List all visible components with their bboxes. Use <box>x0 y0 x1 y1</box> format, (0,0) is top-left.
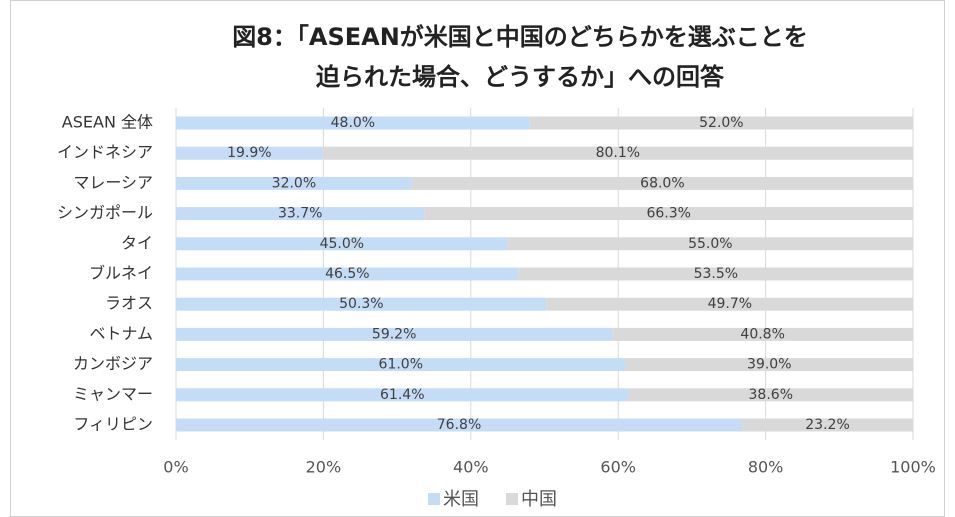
y-tick-label: マレーシア <box>73 173 153 192</box>
value-label: 52.0% <box>699 115 743 131</box>
value-label: 61.4% <box>380 387 424 403</box>
value-label: 61.0% <box>379 357 423 373</box>
x-tick-label: 80% <box>748 458 784 477</box>
bar-segment <box>518 267 913 281</box>
x-tick-label: 20% <box>306 458 342 477</box>
value-label: 39.0% <box>747 357 791 373</box>
value-label: 55.0% <box>688 236 732 252</box>
x-tick-label: 100% <box>890 458 936 477</box>
bar-segment <box>176 267 519 281</box>
x-tick-label: 60% <box>600 458 636 477</box>
bar-segment <box>176 418 743 432</box>
value-label: 80.1% <box>596 145 640 161</box>
bar-segment <box>625 358 913 372</box>
bar-segment <box>628 388 913 402</box>
bar-segment <box>176 207 425 221</box>
value-label: 48.0% <box>331 115 375 131</box>
bar-segment <box>742 418 913 432</box>
y-tick-label: インドネシア <box>57 143 153 162</box>
value-label: 59.2% <box>372 326 416 342</box>
bar-segment <box>176 297 547 311</box>
bar-segment <box>507 237 913 251</box>
legend-label: 中国 <box>521 489 557 510</box>
value-label: 49.7% <box>708 296 752 312</box>
value-label: 46.5% <box>325 266 369 282</box>
bar-segment <box>424 207 913 221</box>
value-label: 38.6% <box>749 387 793 403</box>
value-label: 50.3% <box>339 296 383 312</box>
bar-segment <box>322 146 914 160</box>
x-tick-label: 0% <box>163 458 188 477</box>
value-label: 76.8% <box>437 417 481 433</box>
y-tick-label: ラオス <box>105 294 153 313</box>
value-label: 45.0% <box>320 236 364 252</box>
y-tick-label: ASEAN 全体 <box>62 113 153 132</box>
bar-segment <box>176 146 323 160</box>
y-tick-label: ブルネイ <box>89 264 153 283</box>
legend-swatch <box>428 493 440 505</box>
value-label: 68.0% <box>640 175 684 191</box>
y-tick-label: タイ <box>121 233 153 252</box>
chart-title: 迫られた場合、どうするか」への回答 <box>316 63 725 91</box>
y-tick-label: フィリピン <box>73 415 153 434</box>
chart-title: 図8：「ASEANが米国と中国のどちらかを選ぶことを <box>232 23 808 51</box>
value-label: 19.9% <box>227 145 271 161</box>
legend-label: 米国 <box>443 489 479 510</box>
bar-segment <box>176 176 412 190</box>
value-label: 33.7% <box>278 206 322 222</box>
bar-segment <box>176 237 508 251</box>
bar-segment <box>546 297 913 311</box>
value-label: 40.8% <box>740 326 784 342</box>
y-tick-label: カンボジア <box>73 354 153 373</box>
bar-segment <box>411 176 913 190</box>
bar-segment <box>176 116 530 130</box>
bar-segment <box>529 116 913 130</box>
value-label: 23.2% <box>805 417 849 433</box>
y-tick-label: ベトナム <box>89 324 153 343</box>
bar-segment <box>176 388 629 402</box>
y-tick-label: ミャンマー <box>73 384 153 403</box>
bar-segment <box>176 327 613 341</box>
value-label: 32.0% <box>272 175 316 191</box>
x-tick-label: 40% <box>453 458 489 477</box>
y-tick-label: シンガポール <box>57 203 153 222</box>
value-label: 66.3% <box>646 206 690 222</box>
bar-segment <box>612 327 913 341</box>
legend-swatch <box>506 493 518 505</box>
value-label: 53.5% <box>694 266 738 282</box>
bar-segment <box>176 358 626 372</box>
